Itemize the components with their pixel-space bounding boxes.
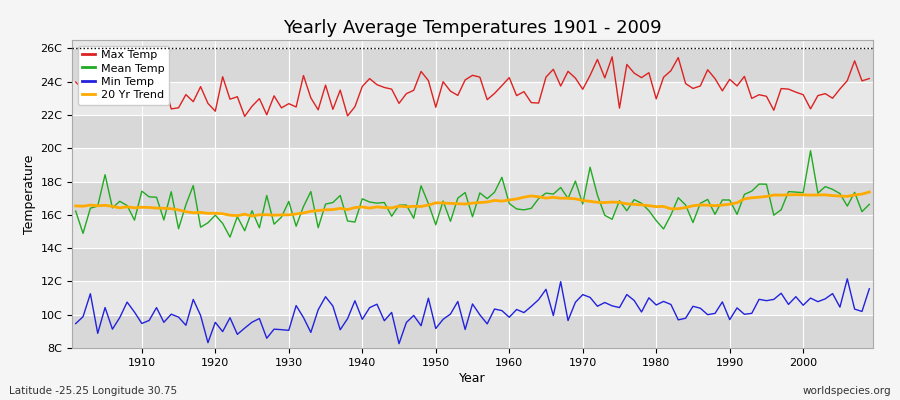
X-axis label: Year: Year bbox=[459, 372, 486, 385]
Legend: Max Temp, Mean Temp, Min Temp, 20 Yr Trend: Max Temp, Mean Temp, Min Temp, 20 Yr Tre… bbox=[77, 46, 169, 105]
Bar bbox=[72, 282, 873, 315]
Y-axis label: Temperature: Temperature bbox=[23, 154, 36, 234]
Bar bbox=[72, 115, 873, 148]
Bar bbox=[72, 148, 873, 182]
Bar bbox=[72, 315, 873, 348]
Bar bbox=[72, 48, 873, 82]
Text: worldspecies.org: worldspecies.org bbox=[803, 386, 891, 396]
Bar bbox=[72, 248, 873, 282]
Bar bbox=[72, 182, 873, 215]
Title: Yearly Average Temperatures 1901 - 2009: Yearly Average Temperatures 1901 - 2009 bbox=[284, 19, 662, 37]
Text: Latitude -25.25 Longitude 30.75: Latitude -25.25 Longitude 30.75 bbox=[9, 386, 177, 396]
Bar bbox=[72, 215, 873, 248]
Bar bbox=[72, 82, 873, 115]
